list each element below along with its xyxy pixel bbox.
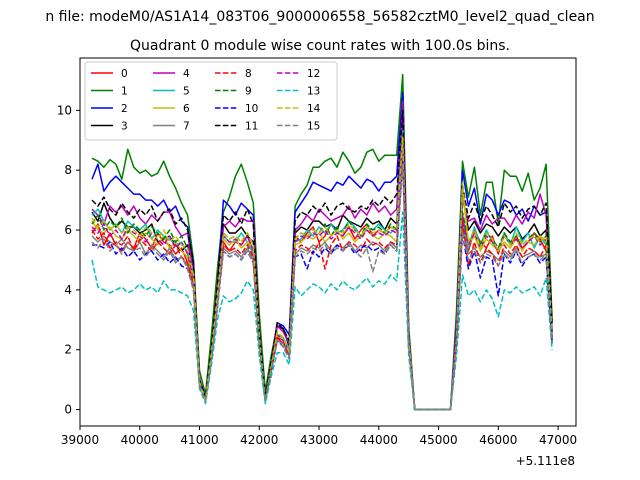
series-line-1 xyxy=(91,73,553,411)
chart-title: Quadrant 0 module wise count rates with … xyxy=(130,38,510,54)
x-tick-label: 41000 xyxy=(180,433,218,447)
x-tick-label: 45000 xyxy=(419,433,457,447)
legend-label-9: 9 xyxy=(245,86,252,98)
legend-label-11: 11 xyxy=(245,121,258,133)
x-offset-text: +5.111e8 xyxy=(516,454,575,468)
series-line-6 xyxy=(91,139,553,411)
series-line-14 xyxy=(91,136,553,411)
series-line-10 xyxy=(92,160,553,411)
series-line-13 xyxy=(91,211,553,411)
y-tick-label: 6 xyxy=(64,223,72,237)
series-line-12 xyxy=(91,139,553,411)
x-tick-label: 42000 xyxy=(240,433,278,447)
x-tick-label: 44000 xyxy=(360,433,398,447)
y-tick-label: 2 xyxy=(64,343,72,357)
x-tick-label: 43000 xyxy=(300,433,338,447)
legend-label-10: 10 xyxy=(245,103,258,115)
legend-label-6: 6 xyxy=(183,103,190,115)
legend-label-8: 8 xyxy=(245,68,252,80)
legend-label-14: 14 xyxy=(307,103,321,115)
legend-label-13: 13 xyxy=(307,86,320,98)
series-line-8 xyxy=(91,154,553,411)
series-line-7 xyxy=(91,151,553,411)
legend-label-3: 3 xyxy=(121,121,128,133)
x-tick-label: 46000 xyxy=(479,433,517,447)
legend-label-1: 1 xyxy=(121,86,128,98)
series-line-15 xyxy=(91,163,553,411)
legend-label-4: 4 xyxy=(183,68,190,80)
legend-frame xyxy=(84,61,338,141)
plot-frame xyxy=(79,57,577,427)
y-tick-label: 4 xyxy=(64,283,72,297)
figure-suptitle: n file: modeM0/AS1A14_083T06_9000006558_… xyxy=(45,9,594,25)
legend-label-7: 7 xyxy=(183,121,190,133)
y-tick-label: 8 xyxy=(64,163,72,177)
x-tick-label: 47000 xyxy=(539,433,577,447)
series-line-4 xyxy=(91,100,553,411)
legend-label-0: 0 xyxy=(121,68,128,80)
series-layer xyxy=(91,73,553,411)
legend-label-12: 12 xyxy=(307,68,320,80)
legend-label-15: 15 xyxy=(307,121,320,133)
axes-layer: 39000 40000 41000 42000 43000 44000 45000 46000… xyxy=(57,103,577,447)
series-line-11 xyxy=(91,109,553,411)
x-tick-label: 39000 xyxy=(61,433,99,447)
legend-label-5: 5 xyxy=(183,86,190,98)
legend-label-2: 2 xyxy=(121,103,128,115)
y-tick-label: 10 xyxy=(57,103,72,117)
x-tick-label: 40000 xyxy=(121,433,159,447)
y-tick-label: 0 xyxy=(64,403,72,417)
